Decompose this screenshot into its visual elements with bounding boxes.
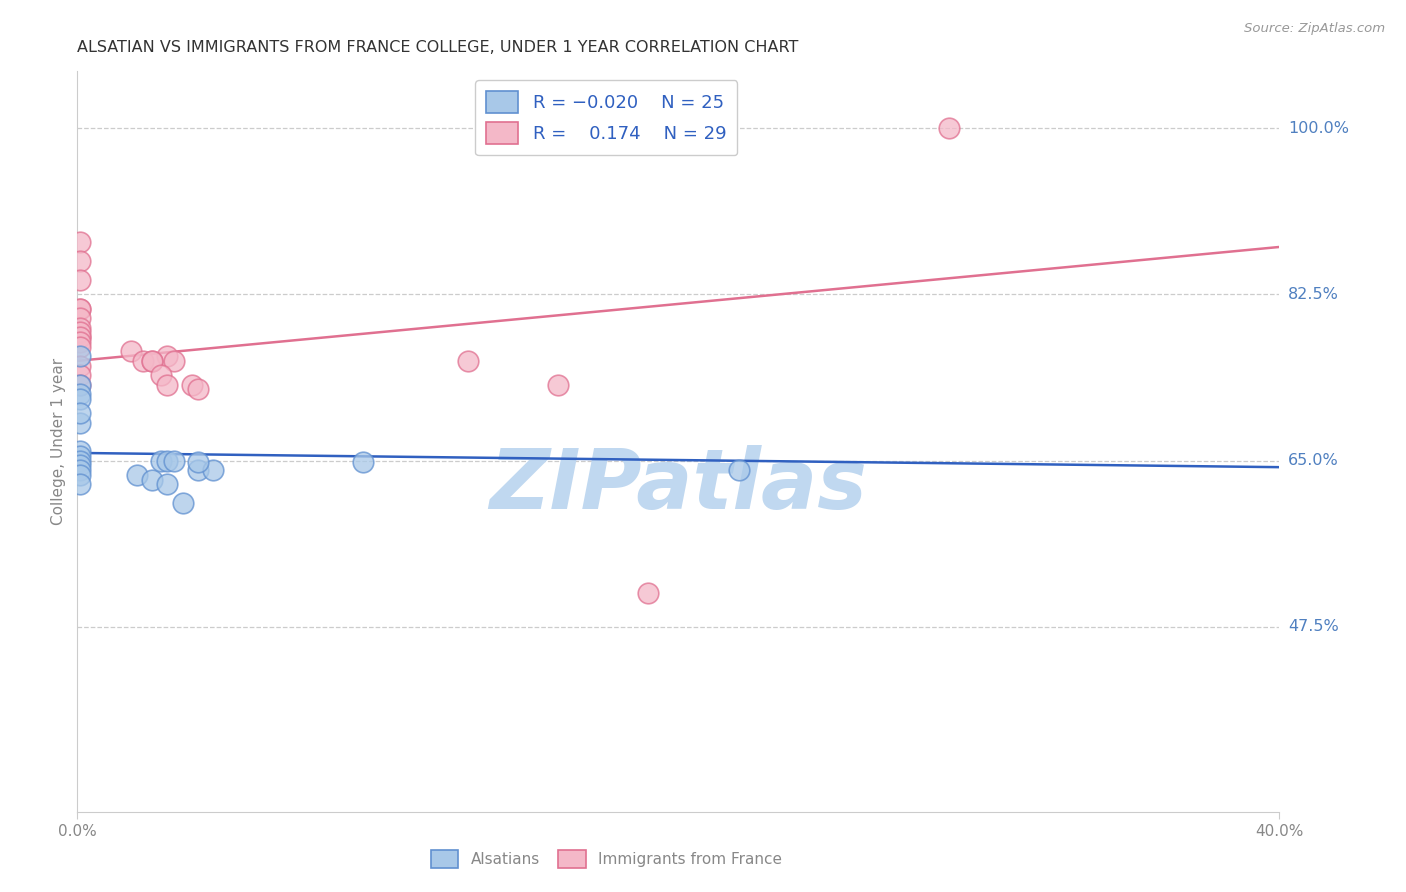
Point <box>69 330 91 344</box>
Point <box>69 320 91 334</box>
Point <box>201 463 224 477</box>
Point <box>547 377 569 392</box>
Point <box>132 354 155 368</box>
Text: 100.0%: 100.0% <box>1288 120 1348 136</box>
Text: 65.0%: 65.0% <box>1288 453 1339 468</box>
Point <box>637 586 659 600</box>
Point <box>352 455 374 469</box>
Point <box>141 354 163 368</box>
Legend: Alsatians, Immigrants from France: Alsatians, Immigrants from France <box>425 844 787 874</box>
Point <box>69 377 91 392</box>
Y-axis label: College, Under 1 year: College, Under 1 year <box>51 358 66 525</box>
Point <box>457 354 479 368</box>
Point <box>150 368 173 383</box>
Text: 82.5%: 82.5% <box>1288 287 1339 301</box>
Point <box>69 311 91 326</box>
Point <box>69 458 91 473</box>
Point <box>69 254 91 268</box>
Text: 47.5%: 47.5% <box>1288 619 1339 634</box>
Point <box>69 477 91 491</box>
Point <box>69 387 91 401</box>
Point <box>69 392 91 406</box>
Point <box>162 453 184 467</box>
Point <box>150 453 173 467</box>
Point <box>69 330 91 344</box>
Point <box>156 377 179 392</box>
Point <box>141 354 163 368</box>
Point <box>127 467 149 482</box>
Point <box>186 463 209 477</box>
Text: Source: ZipAtlas.com: Source: ZipAtlas.com <box>1244 22 1385 36</box>
Point <box>69 406 91 420</box>
Point <box>69 235 91 250</box>
Point <box>141 473 163 487</box>
Point <box>69 449 91 463</box>
Point <box>69 349 91 363</box>
Point <box>69 368 91 383</box>
Point <box>186 382 209 396</box>
Point <box>938 121 960 136</box>
Point <box>69 301 91 316</box>
Point <box>69 463 91 477</box>
Point <box>69 340 91 354</box>
Point <box>69 467 91 482</box>
Point <box>69 273 91 287</box>
Point <box>172 496 194 510</box>
Point <box>120 344 142 359</box>
Text: ZIPatlas: ZIPatlas <box>489 445 868 526</box>
Point <box>69 334 91 349</box>
Point <box>69 326 91 340</box>
Point <box>180 377 202 392</box>
Point <box>727 463 749 477</box>
Point <box>162 354 184 368</box>
Point <box>156 349 179 363</box>
Point <box>69 377 91 392</box>
Point <box>69 444 91 458</box>
Point <box>69 416 91 430</box>
Point <box>69 359 91 373</box>
Point <box>186 455 209 469</box>
Point <box>69 453 91 467</box>
Point <box>69 301 91 316</box>
Text: ALSATIAN VS IMMIGRANTS FROM FRANCE COLLEGE, UNDER 1 YEAR CORRELATION CHART: ALSATIAN VS IMMIGRANTS FROM FRANCE COLLE… <box>77 40 799 55</box>
Point <box>156 477 179 491</box>
Point <box>156 453 179 467</box>
